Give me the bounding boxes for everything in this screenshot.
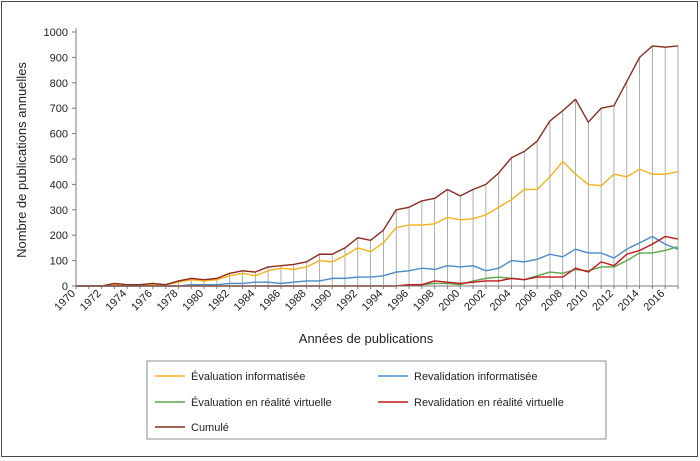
x-tick-label: 1980 (180, 288, 206, 314)
series-line-cumul- (76, 45, 679, 287)
x-tick-label: 1978 (155, 288, 181, 314)
y-tick-label: 500 (50, 154, 68, 166)
y-axis-title: Nombre de publications annuelles (14, 62, 29, 258)
y-tick-label: 200 (50, 230, 68, 242)
x-tick-label: 1982 (206, 288, 232, 314)
x-tick-label: 2004 (488, 288, 514, 314)
x-tick-label: 1976 (129, 288, 155, 314)
x-tick-label: 2000 (437, 288, 463, 314)
y-tick-label: 800 (50, 78, 68, 90)
x-tick-label: 1984 (232, 288, 258, 314)
legend-label: Revalidation informatisée (414, 371, 538, 383)
x-tick-label: 1998 (411, 288, 437, 314)
legend-label: Évaluation en réalité virtuelle (191, 396, 332, 409)
x-tick-label: 1992 (334, 288, 360, 314)
y-tick-label: 600 (50, 129, 68, 141)
series-line-revalidation-informatis-e (76, 235, 679, 287)
line-chart: 0 100 200 300 400 500 600 700 800 900 1000 1970 1972… (14, 27, 679, 440)
legend-label: Évaluation informatisée (191, 370, 305, 383)
x-tick-label: 1988 (283, 288, 309, 314)
y-tick-label: 300 (50, 205, 68, 217)
x-tick-label: 2008 (539, 288, 565, 314)
legend-label: Cumulé (191, 422, 229, 434)
x-tick-label: 2002 (462, 288, 488, 314)
x-tick-label: 1996 (385, 288, 411, 314)
y-tick-label: 900 (50, 52, 68, 64)
legend-box (146, 360, 607, 440)
x-tick-label: 1974 (104, 288, 130, 314)
x-tick-label: 2014 (616, 288, 642, 314)
series-line--valuation-informatis-e (76, 160, 679, 287)
x-tick-label: 2012 (590, 288, 616, 314)
series-line-revalidation-en-r-alit-virtuelle (76, 235, 679, 287)
y-tick-label: 0 (62, 281, 68, 293)
x-tick-label: 1994 (360, 288, 386, 314)
x-tick-label: 2010 (565, 288, 591, 314)
x-tick-label: 2016 (642, 288, 668, 314)
x-tick-label: 1972 (78, 288, 104, 314)
legend-label: Revalidation en réalité virtuelle (414, 397, 564, 409)
x-tick-label: 1970 (52, 288, 78, 314)
y-tick-label: 100 (50, 256, 68, 268)
y-tick-label: 400 (50, 179, 68, 191)
y-tick-label: 700 (50, 103, 68, 115)
x-tick-label: 1986 (257, 288, 283, 314)
x-axis-title: Années de publications (299, 331, 434, 346)
x-tick-label: 2006 (513, 288, 539, 314)
x-tick-label: 1990 (308, 288, 334, 314)
y-tick-label: 1000 (44, 27, 68, 39)
